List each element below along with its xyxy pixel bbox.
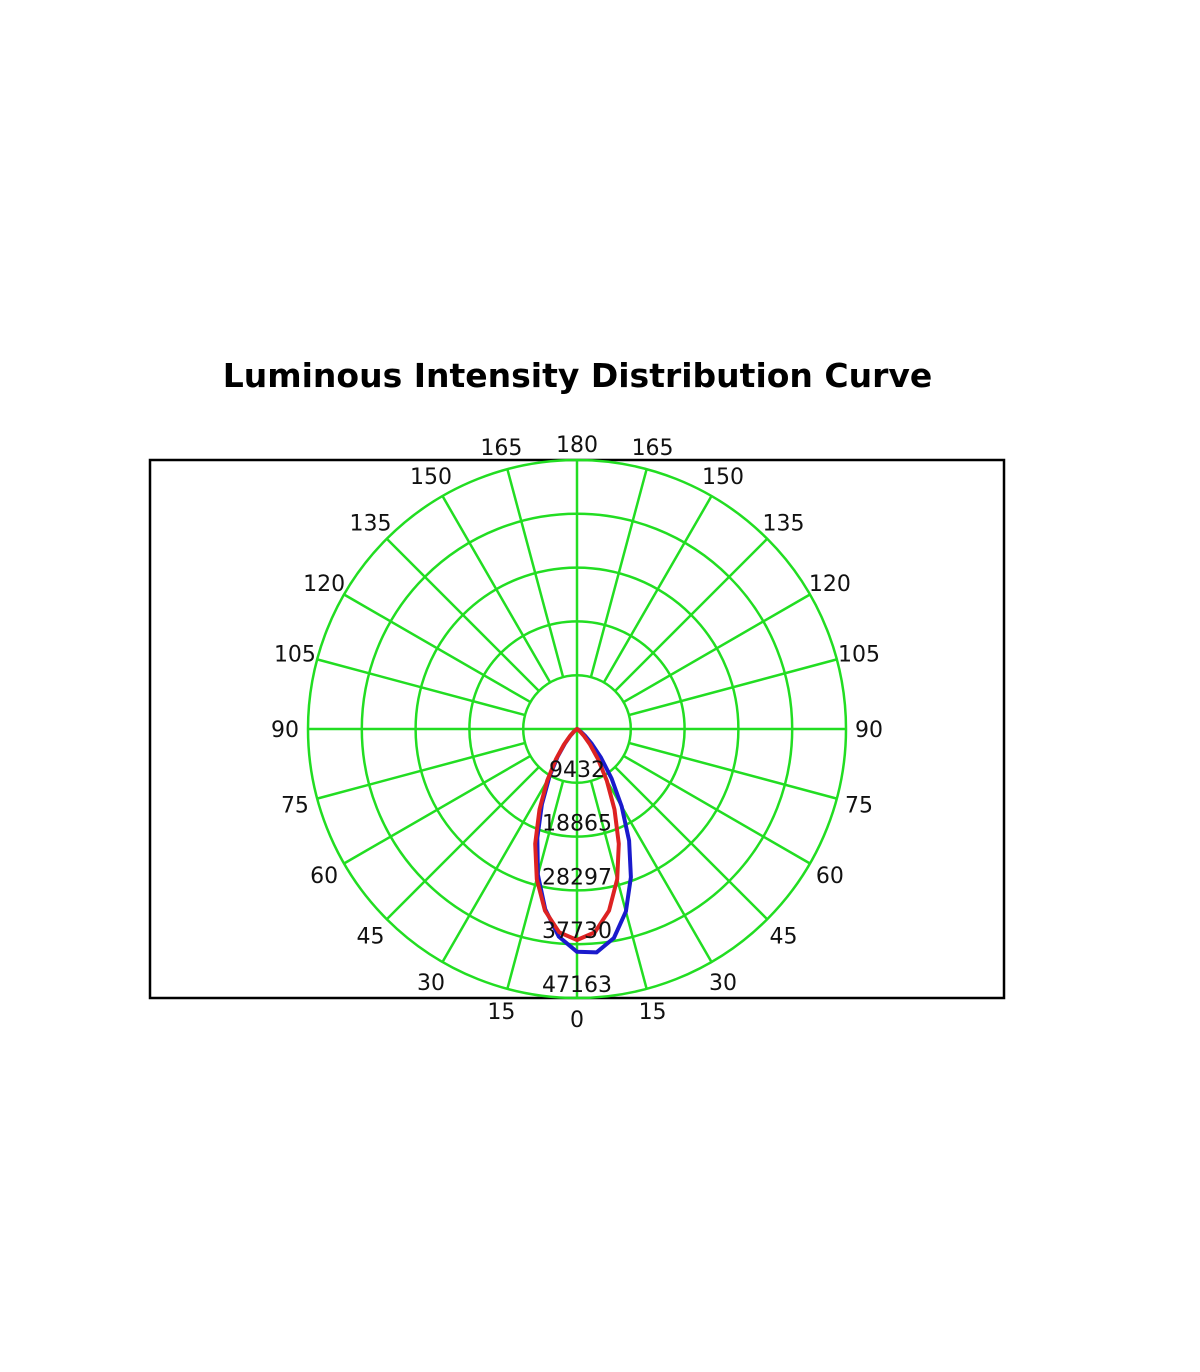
grid-spoke [589,468,648,678]
grid-spoke [506,780,565,990]
grid-spoke [385,537,540,692]
angle-tick-label: 105 [838,642,880,667]
grid-spoke [589,780,648,990]
radial-tick-label: 9432 [549,758,605,783]
grid-spoke [316,658,526,717]
angle-tick-label: 15 [487,1000,515,1025]
angle-tick-label: 90 [855,718,883,743]
grid-spoke [628,741,838,800]
chart-title: Luminous Intensity Distribution Curve [222,356,933,395]
grid-spoke [622,593,811,704]
series-curve-2 [533,727,621,942]
angle-tick-label: 90 [271,718,299,743]
radial-tick-label: 18865 [542,812,612,837]
angle-tick-label: 45 [769,924,797,949]
grid-spoke [343,593,532,704]
angle-tick-label: 60 [816,864,844,889]
angle-tick-label: 75 [281,794,309,819]
grid-spoke [506,468,565,678]
grid-spoke [622,754,811,865]
grid-spoke [316,741,526,800]
radial-tick-label: 28297 [542,865,612,890]
grid-spoke [628,658,838,717]
grid-spoke [614,537,769,692]
angle-tick-label: 180 [556,433,598,458]
angle-tick-label: 165 [632,436,674,461]
angle-tick-label: 165 [480,436,522,461]
angle-tick-label: 150 [410,465,452,490]
grid-spoke [602,495,713,684]
angle-tick-label: 135 [350,512,392,537]
angle-tick-label: 30 [417,971,445,996]
angle-tick-label: 105 [274,642,316,667]
grid-spoke [441,774,552,963]
angle-tick-label: 135 [762,512,804,537]
angle-tick-label: 150 [702,465,744,490]
grid-spoke [385,766,540,921]
angle-tick-label: 120 [303,572,345,597]
angle-tick-label: 60 [310,864,338,889]
angle-tick-label: 120 [809,572,851,597]
grid-spoke [441,495,552,684]
radial-tick-label: 37730 [542,919,612,944]
grid-spoke [614,766,769,921]
angle-tick-label: 45 [357,924,385,949]
radial-tick-label: 47163 [542,973,612,998]
grid-spoke [343,754,532,865]
angle-tick-label: 75 [845,794,873,819]
angle-tick-label: 0 [570,1008,584,1033]
angle-tick-label: 30 [709,971,737,996]
angle-tick-label: 15 [639,1000,667,1025]
